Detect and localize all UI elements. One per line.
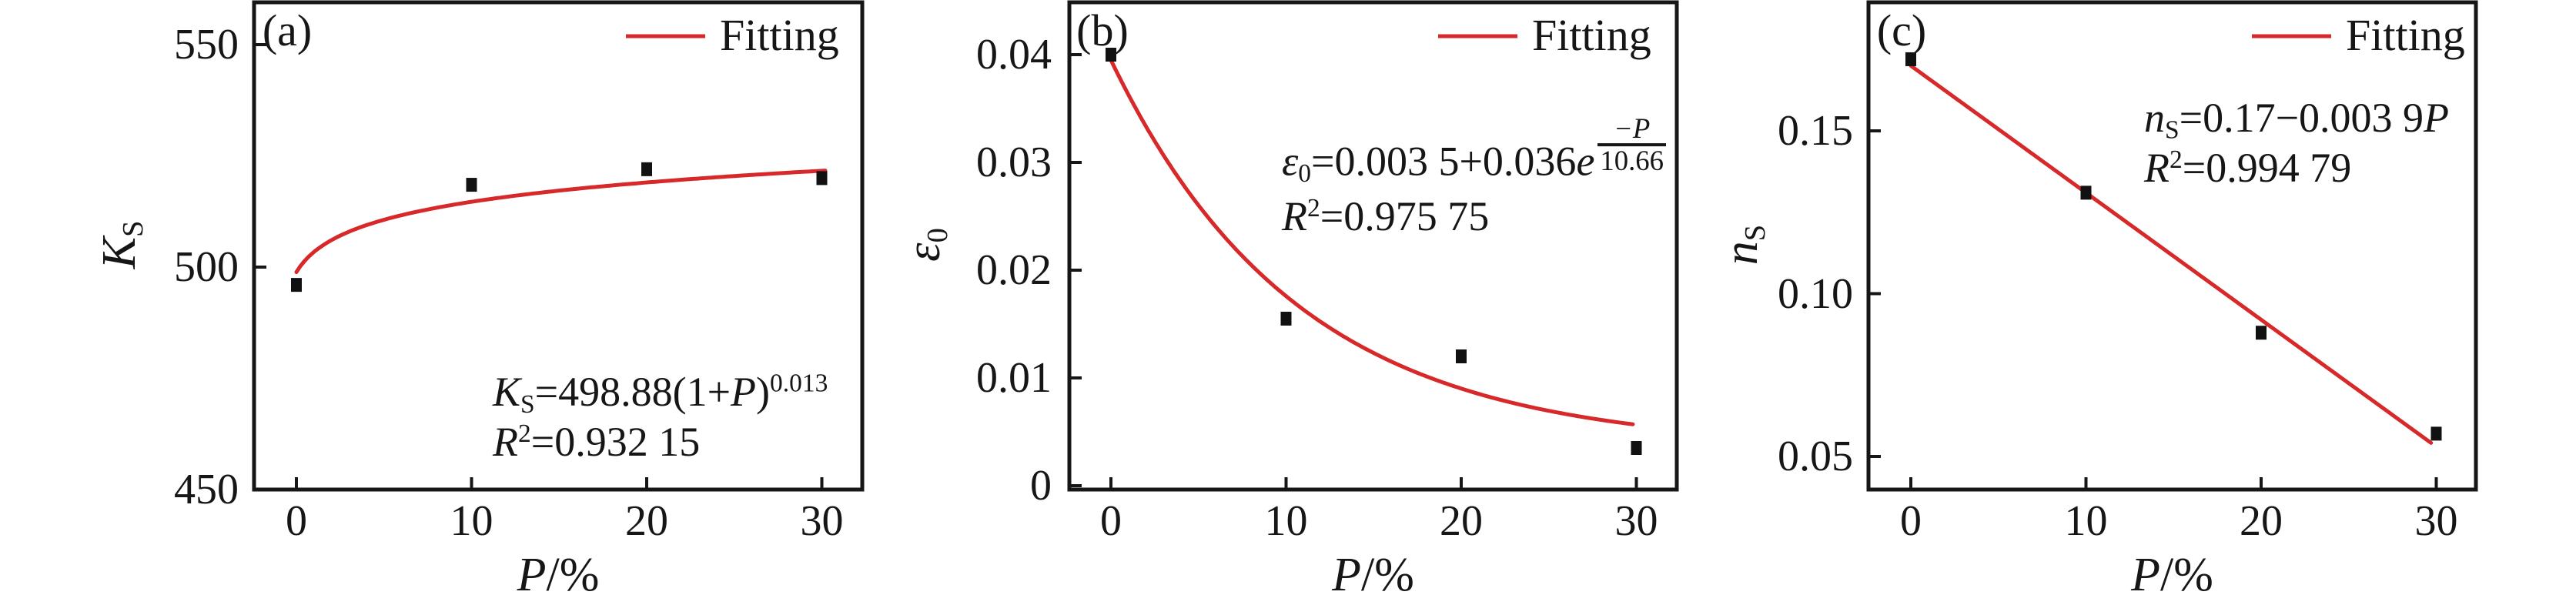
eq-var-b: ε	[1282, 138, 1299, 185]
x-axis-unit-b: /%	[1361, 549, 1414, 601]
equation-line-b-1: ε0=0.003 5+0.036e −P 10.66	[1282, 113, 1667, 197]
plot-box-a	[252, 0, 865, 492]
fitting-curve-b	[1109, 58, 1635, 426]
legend-label-b: Fitting	[1532, 10, 1651, 60]
plot-box-b	[1067, 0, 1679, 492]
equation-line-b-2: R2=0.975 75	[1282, 193, 1490, 240]
legend-label-c: Fitting	[2346, 10, 2465, 60]
data-point-a-0	[291, 278, 302, 292]
data-point-b-3	[1631, 441, 1642, 455]
y-tick-label-b: 0.04	[976, 31, 1052, 79]
eq-text-b: =0.003 5+0.036	[1311, 138, 1577, 185]
y-tick-label-c: 0.10	[1778, 269, 1853, 318]
y-tick-label-b: 0.02	[976, 246, 1052, 294]
data-point-a-3	[816, 171, 828, 186]
eq-var-c: P	[2424, 94, 2450, 141]
x-axis-unit-a: /%	[546, 549, 600, 601]
data-point-c-2	[2256, 326, 2267, 340]
data-point-b-1	[1280, 312, 1292, 326]
eq-superscript-a: 0.013	[770, 369, 828, 398]
eq-subscript-a: S	[520, 389, 535, 419]
eq-fraction-denominator-b: 10.66	[1597, 143, 1667, 177]
data-point-b-0	[1106, 48, 1116, 62]
eq-var-b: R	[1282, 193, 1307, 240]
x-axis-label-b: P/%	[1332, 551, 1414, 599]
x-axis-var-b: P	[1332, 549, 1361, 601]
fitting-curve-a	[294, 169, 828, 274]
equation-line-a-2: R2=0.932 15	[493, 421, 700, 463]
x-axis-label-a: P/%	[517, 551, 600, 599]
eq-var-a: P	[731, 369, 757, 416]
panel-letter-b: (b)	[1076, 5, 1129, 55]
data-point-a-2	[641, 162, 652, 176]
eq-var-a: R	[493, 419, 518, 466]
eq-text-a: =0.932 15	[530, 419, 701, 466]
equation-line-a-1: KS=498.88(1+P)0.013	[493, 369, 828, 419]
x-tick-label-a: 20	[625, 497, 668, 545]
eq-text-b: =0.975 75	[1320, 193, 1490, 240]
y-axis-var-c: n	[1715, 241, 1768, 266]
y-tick-label-c: 0.15	[1778, 107, 1853, 155]
plot-box-c	[1866, 0, 2478, 492]
x-axis-var-a: P	[517, 549, 547, 601]
x-tick-label-c: 30	[2414, 497, 2458, 545]
x-tick-label-b: 10	[1264, 497, 1308, 545]
eq-superscript-c: 2	[2170, 145, 2183, 174]
equation-line-c-1: nS=0.17−0.003 9P	[2144, 97, 2449, 143]
y-axis-label-b: ε0	[897, 228, 954, 262]
x-tick-label-c: 20	[2240, 497, 2283, 545]
legend-label-a: Fitting	[720, 10, 839, 60]
x-tick-label-a: 0	[286, 497, 307, 545]
y-tick-label-b: 0	[1030, 462, 1052, 510]
data-point-c-3	[2430, 426, 2442, 441]
y-axis-sub-a: S	[116, 220, 149, 238]
x-tick-label-b: 20	[1440, 497, 1483, 545]
x-axis-unit-c: /%	[2160, 549, 2213, 601]
eq-text-a: =498.88(1+	[534, 369, 731, 416]
eq-var-c: R	[2144, 145, 2170, 192]
y-axis-var-a: K	[92, 237, 146, 269]
y-tick-label-c: 0.05	[1778, 433, 1853, 480]
eq-subscript-b: 0	[1298, 159, 1312, 189]
eq-var-b: e	[1576, 138, 1595, 185]
data-point-b-2	[1456, 349, 1467, 363]
data-point-c-1	[2080, 186, 2092, 200]
fitting-curve-c	[1909, 63, 2434, 445]
eq-var-c: n	[2144, 94, 2165, 141]
y-axis-var-b: ε	[897, 242, 950, 262]
eq-superscript-b: 2	[1307, 193, 1320, 222]
x-tick-label-c: 0	[1900, 497, 1922, 545]
eq-var-a: K	[493, 369, 521, 416]
eq-text-a: )	[756, 369, 771, 416]
y-axis-sub-c: S	[1738, 224, 1771, 242]
eq-fraction-numerator-b: −P	[1614, 112, 1651, 144]
x-tick-label-c: 10	[2064, 497, 2108, 545]
x-axis-label-c: P/%	[2131, 551, 2213, 599]
eq-subscript-c: S	[2165, 115, 2180, 145]
y-tick-label-a: 550	[174, 21, 239, 69]
eq-text-c: =0.17−0.003 9	[2179, 94, 2424, 141]
y-axis-sub-b: 0	[921, 228, 954, 243]
equation-line-c-2: R2=0.994 79	[2144, 147, 2351, 189]
y-tick-label-a: 500	[174, 243, 239, 291]
panel-letter-c: (c)	[1876, 5, 1927, 55]
eq-superscript-a: 2	[518, 419, 531, 448]
x-tick-label-b: 30	[1614, 497, 1658, 545]
x-tick-label-b: 0	[1100, 497, 1122, 545]
y-axis-label-a: KS	[92, 220, 149, 269]
x-tick-label-a: 10	[450, 497, 493, 545]
y-tick-label-a: 450	[174, 466, 239, 513]
y-tick-label-b: 0.03	[976, 139, 1052, 186]
x-tick-label-a: 30	[800, 497, 844, 545]
data-point-c-0	[1905, 52, 1916, 66]
y-axis-label-c: nS	[1715, 224, 1771, 266]
y-tick-label-b: 0.01	[976, 354, 1052, 402]
panel-letter-a: (a)	[262, 5, 313, 55]
x-axis-var-c: P	[2131, 549, 2160, 601]
eq-text-c: =0.994 79	[2182, 145, 2352, 192]
data-point-a-1	[466, 178, 477, 192]
eq-fraction-b: −P 10.66	[1597, 112, 1667, 177]
